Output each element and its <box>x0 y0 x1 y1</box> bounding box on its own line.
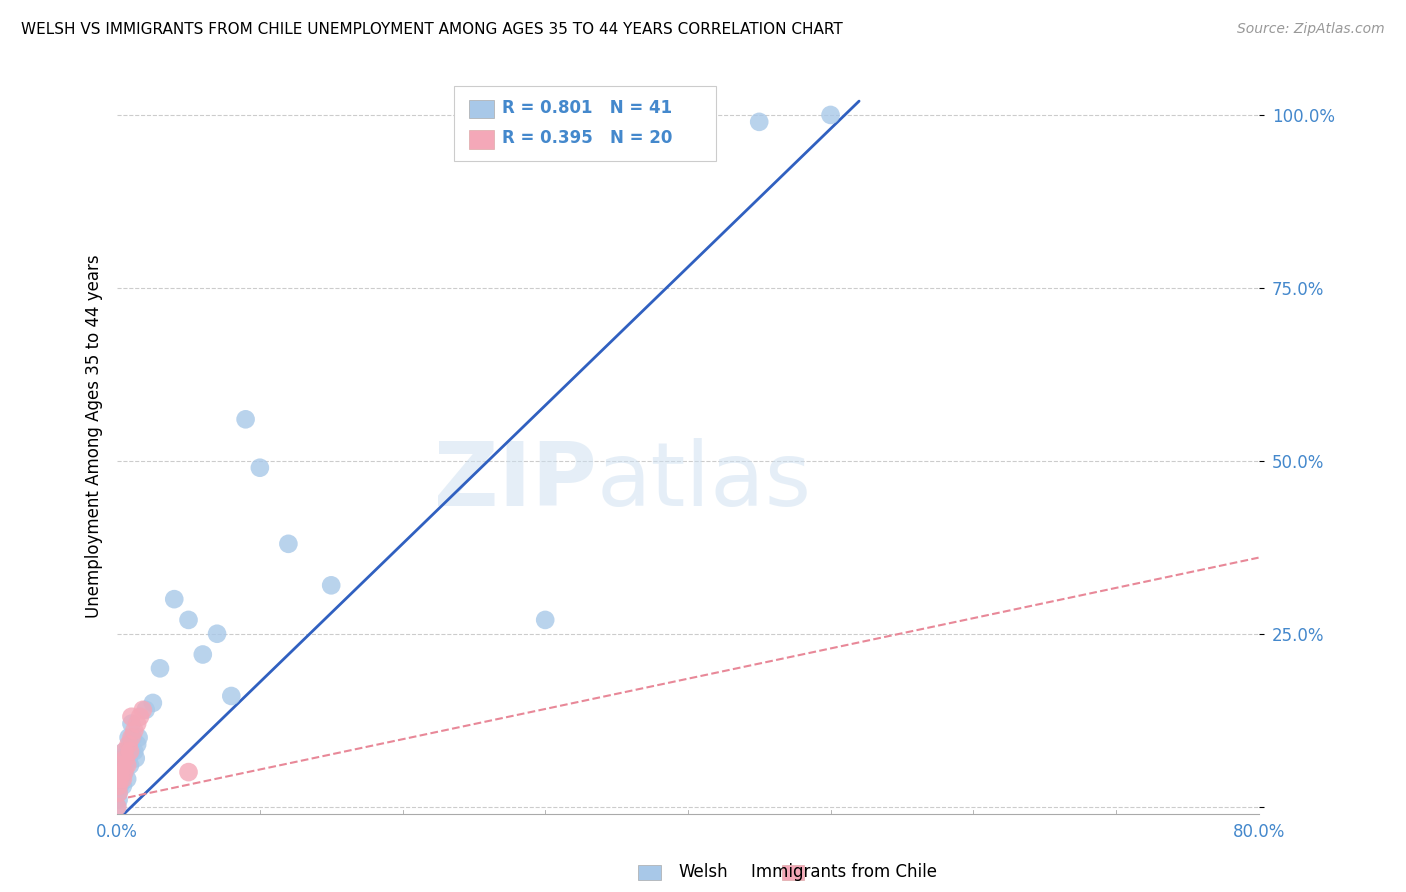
Point <box>112 744 135 758</box>
Point <box>124 723 146 738</box>
Point <box>122 731 145 745</box>
Point <box>108 779 131 793</box>
Point <box>115 772 138 786</box>
Point <box>111 779 134 793</box>
Point <box>118 744 141 758</box>
FancyBboxPatch shape <box>454 86 717 161</box>
Point <box>117 738 139 752</box>
Point <box>129 710 152 724</box>
Point <box>277 537 299 551</box>
Point <box>107 779 129 793</box>
Point <box>115 758 138 772</box>
Point <box>111 751 134 765</box>
Point <box>108 772 131 786</box>
Text: Welsh: Welsh <box>678 863 728 881</box>
Point <box>128 731 150 745</box>
Text: ZIP: ZIP <box>434 438 596 525</box>
Point <box>117 731 139 745</box>
Point <box>149 661 172 675</box>
Point <box>125 751 148 765</box>
Point <box>117 751 139 765</box>
Point <box>132 703 155 717</box>
Text: atlas: atlas <box>596 438 811 525</box>
Point <box>249 460 271 475</box>
Text: Immigrants from Chile: Immigrants from Chile <box>751 863 936 881</box>
Text: R = 0.395   N = 20: R = 0.395 N = 20 <box>502 129 672 147</box>
Point <box>118 758 141 772</box>
Point <box>124 744 146 758</box>
Point <box>221 689 243 703</box>
Point <box>191 648 214 662</box>
Point <box>177 765 200 780</box>
Point <box>163 592 186 607</box>
Point <box>177 613 200 627</box>
FancyBboxPatch shape <box>468 100 494 119</box>
Point <box>820 108 842 122</box>
Point <box>110 758 132 772</box>
Point <box>107 786 129 800</box>
FancyBboxPatch shape <box>468 129 494 149</box>
Text: R = 0.801   N = 41: R = 0.801 N = 41 <box>502 99 672 117</box>
Point <box>108 765 131 780</box>
Point <box>115 744 138 758</box>
Point <box>120 731 142 745</box>
Point <box>135 703 157 717</box>
Point <box>748 115 770 129</box>
Point <box>112 765 135 780</box>
Point <box>120 710 142 724</box>
Point <box>110 772 132 786</box>
FancyBboxPatch shape <box>638 865 661 880</box>
Text: WELSH VS IMMIGRANTS FROM CHILE UNEMPLOYMENT AMONG AGES 35 TO 44 YEARS CORRELATIO: WELSH VS IMMIGRANTS FROM CHILE UNEMPLOYM… <box>21 22 842 37</box>
Point <box>235 412 257 426</box>
Point <box>534 613 557 627</box>
Text: Source: ZipAtlas.com: Source: ZipAtlas.com <box>1237 22 1385 37</box>
Point <box>127 738 149 752</box>
Point <box>118 738 141 752</box>
Point <box>114 751 136 765</box>
Point <box>105 799 128 814</box>
Point <box>108 765 131 780</box>
Point <box>111 772 134 786</box>
Point <box>112 744 135 758</box>
FancyBboxPatch shape <box>782 865 804 880</box>
Point <box>107 786 129 800</box>
Point <box>205 626 228 640</box>
Point <box>107 793 129 807</box>
Point <box>110 758 132 772</box>
Point <box>112 765 135 780</box>
Point <box>105 799 128 814</box>
Point <box>120 744 142 758</box>
Point <box>127 716 149 731</box>
Point <box>114 758 136 772</box>
Point <box>120 716 142 731</box>
Point <box>321 578 343 592</box>
Point <box>676 108 699 122</box>
Y-axis label: Unemployment Among Ages 35 to 44 years: Unemployment Among Ages 35 to 44 years <box>86 255 103 618</box>
Point <box>142 696 165 710</box>
